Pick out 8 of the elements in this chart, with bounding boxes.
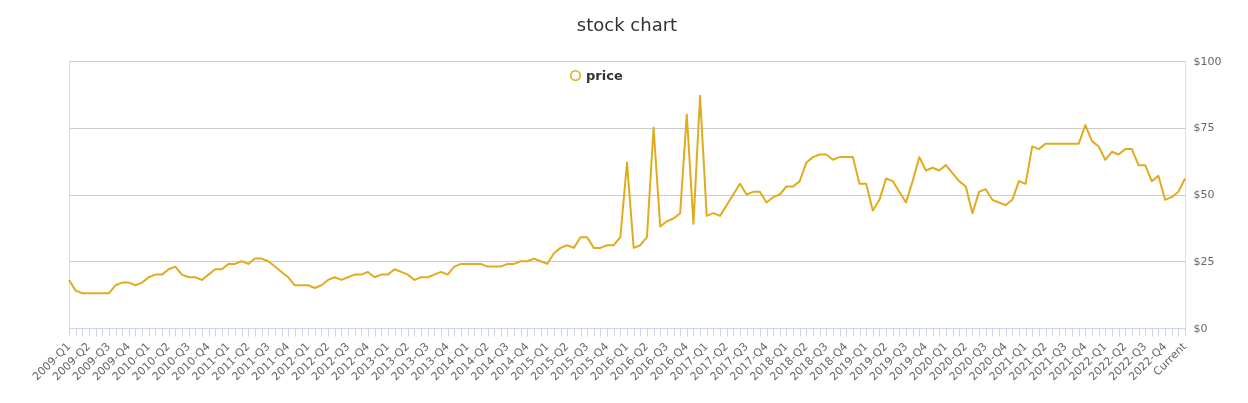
chart-title: stock chart: [576, 14, 678, 35]
y-tick-label: $25: [1193, 254, 1215, 268]
y-tick-label: $50: [1193, 188, 1215, 201]
y-tick-label: $0: [1193, 321, 1208, 335]
y-tick-label: $75: [1193, 121, 1215, 135]
y-tick-label: $100: [1193, 54, 1222, 68]
legend-label: price: [586, 67, 623, 83]
line-series: [68, 94, 1186, 295]
